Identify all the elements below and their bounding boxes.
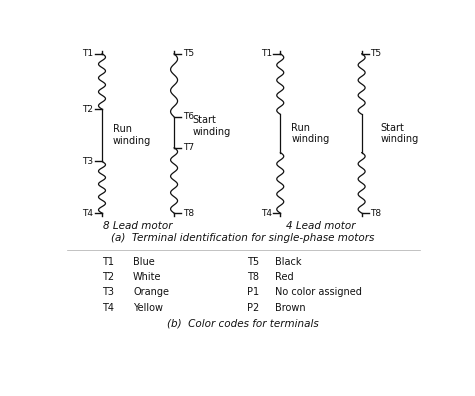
- Text: Yellow: Yellow: [133, 303, 163, 313]
- Text: T5: T5: [247, 257, 259, 267]
- Text: T4: T4: [261, 209, 272, 217]
- Text: 4 Lead motor: 4 Lead motor: [286, 221, 356, 231]
- Text: Brown: Brown: [275, 303, 305, 313]
- Text: T6: T6: [182, 112, 194, 121]
- Text: T2: T2: [83, 105, 94, 114]
- Text: T8: T8: [182, 209, 194, 217]
- Text: T4: T4: [83, 209, 94, 217]
- Text: T7: T7: [182, 143, 194, 152]
- Text: Orange: Orange: [133, 287, 169, 297]
- Text: T2: T2: [102, 272, 114, 282]
- Text: Run
winding: Run winding: [291, 123, 329, 144]
- Text: P1: P1: [247, 287, 259, 297]
- Text: T8: T8: [247, 272, 259, 282]
- Text: T1: T1: [102, 257, 114, 267]
- Text: Black: Black: [275, 257, 301, 267]
- Text: Start
winding: Start winding: [380, 123, 418, 144]
- Text: T3: T3: [82, 157, 94, 166]
- Text: 8 Lead motor: 8 Lead motor: [103, 221, 173, 231]
- Text: T1: T1: [82, 49, 94, 58]
- Text: T8: T8: [370, 209, 381, 217]
- Text: T4: T4: [102, 303, 114, 313]
- Text: Red: Red: [275, 272, 294, 282]
- Text: P2: P2: [247, 303, 259, 313]
- Text: T1: T1: [261, 49, 272, 58]
- Text: (a)  Terminal identification for single-phase motors: (a) Terminal identification for single-p…: [111, 234, 375, 244]
- Text: White: White: [133, 272, 162, 282]
- Text: Blue: Blue: [133, 257, 155, 267]
- Text: Start
winding: Start winding: [193, 115, 231, 137]
- Text: T5: T5: [370, 49, 381, 58]
- Text: (b)  Color codes for terminals: (b) Color codes for terminals: [167, 318, 319, 328]
- Text: T5: T5: [182, 49, 194, 58]
- Text: T3: T3: [102, 287, 114, 297]
- Text: Run
winding: Run winding: [113, 124, 151, 146]
- Text: No color assigned: No color assigned: [275, 287, 361, 297]
